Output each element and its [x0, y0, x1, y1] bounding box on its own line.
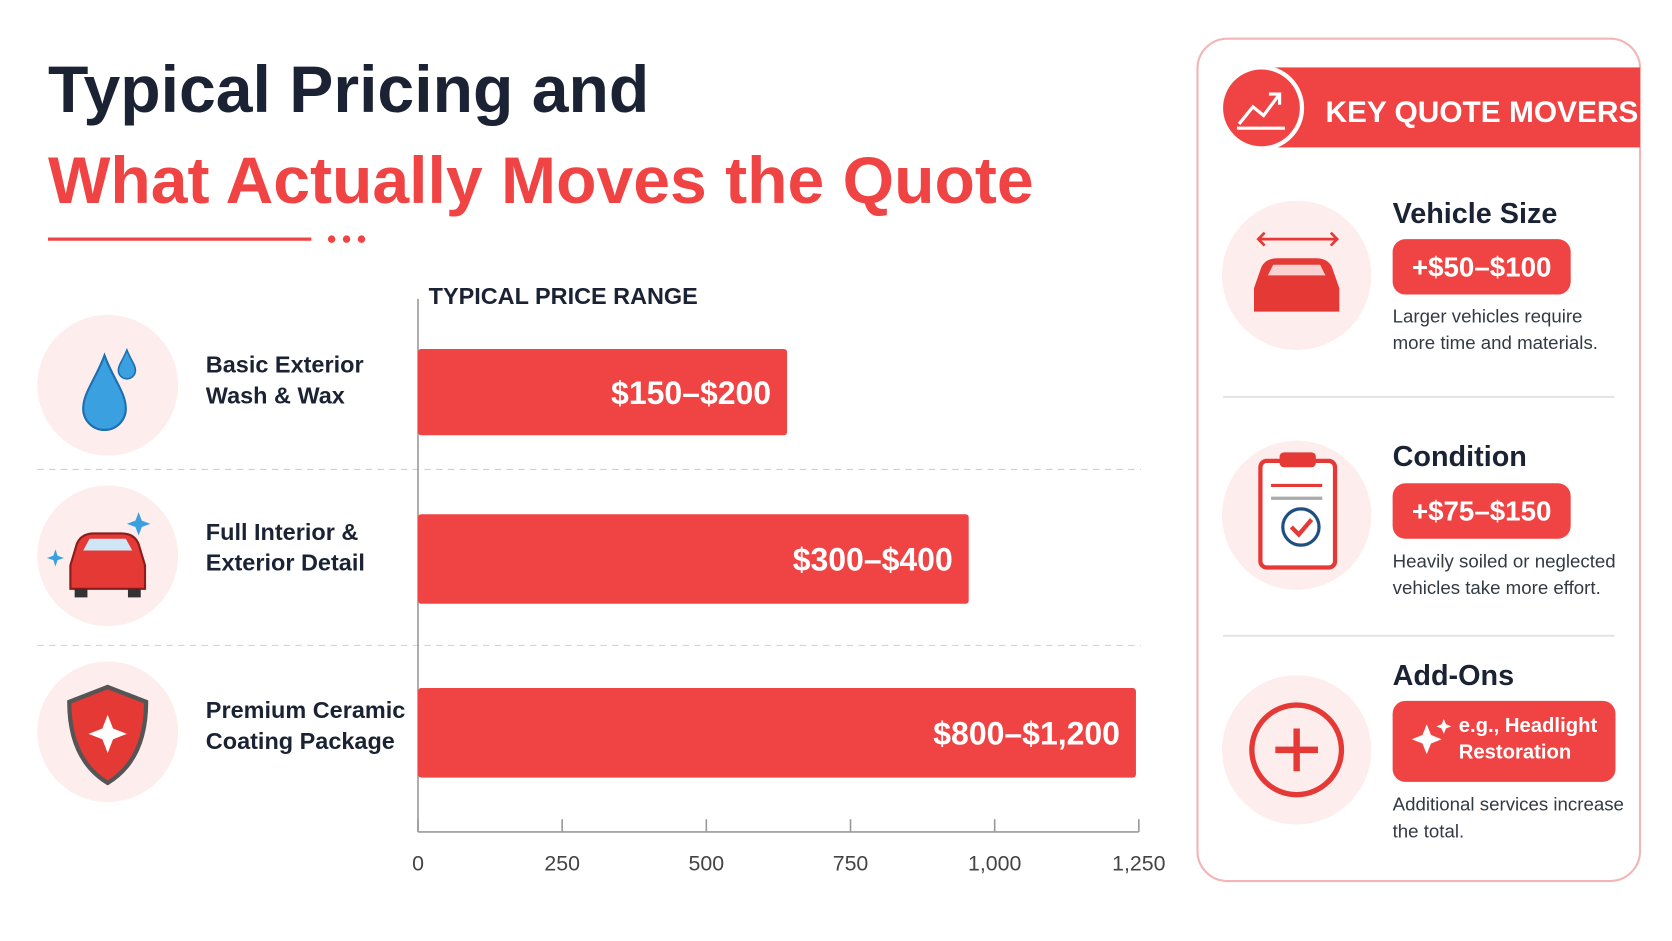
item-badge [1392, 239, 1571, 295]
item-badge-text: e.g., Headlight Restoration [1458, 714, 1598, 764]
category-label-box: Basic Exterior Wash & Wax [205, 351, 364, 409]
trend-icon-glyph [1236, 92, 1285, 130]
item-badge-text-box: e.g., Headlight Restoration [1458, 714, 1598, 764]
title-line: Typical Pricing and [48, 53, 649, 127]
plus-icon [1222, 675, 1372, 825]
item-title: Add-Ons [1393, 660, 1515, 692]
x-tick-label: 750 [833, 851, 869, 875]
clipboard-icon [1222, 440, 1372, 590]
water-icon [37, 314, 179, 456]
category-label-box: Full Interior & Exterior Detail [205, 518, 365, 576]
item-title: Vehicle Size [1393, 198, 1558, 230]
dot [327, 235, 336, 243]
x-tick-label: 500 [689, 851, 725, 875]
category-label: Full Interior & Exterior Detail [205, 518, 365, 576]
bar [418, 514, 969, 604]
item-description: Additional services increase the total. [1392, 793, 1624, 842]
item-description-box: Additional services increase the total. [1392, 793, 1624, 842]
item-title: Condition [1393, 441, 1527, 473]
trend-icon [1218, 65, 1305, 151]
bar [418, 688, 1136, 778]
sidebar-header [1268, 67, 1641, 148]
item-description: Heavily soiled or neglected vehicles tak… [1392, 550, 1616, 599]
sparkle-icon [1411, 718, 1452, 755]
sidebar-title: KEY QUOTE MOVERS [1325, 96, 1638, 129]
x-tick-label: 1,250 [1112, 851, 1165, 875]
dot [357, 235, 366, 243]
bar [418, 348, 788, 436]
x-tick-label: 250 [544, 851, 580, 875]
item-description-box: Larger vehicles require more time and ma… [1392, 305, 1598, 354]
x-tick-label: 0 [412, 851, 424, 875]
car-icon [37, 485, 179, 627]
item-badge [1392, 700, 1616, 782]
size-icon [1222, 200, 1372, 351]
title-line: What Actually Moves the Quote [48, 144, 1034, 218]
dot [342, 235, 351, 243]
item-description: Larger vehicles require more time and ma… [1392, 305, 1598, 354]
shield-icon [37, 661, 179, 803]
category-label: Basic Exterior Wash & Wax [205, 351, 364, 409]
category-label: Premium Ceramic Coating Package [205, 696, 406, 754]
category-label-box: Premium Ceramic Coating Package [205, 696, 406, 754]
price-label: $800–$1,200 [933, 716, 1120, 752]
item-badge-text: +$75–$150 [1412, 496, 1552, 527]
axis-title: TYPICAL PRICE RANGE [429, 283, 698, 309]
x-tick-label: 1,000 [968, 851, 1021, 875]
price-label: $150–$200 [611, 375, 771, 411]
price-label: $300–$400 [793, 542, 953, 578]
item-badge-text: +$50–$100 [1412, 251, 1552, 282]
item-badge [1392, 483, 1571, 539]
item-description-box: Heavily soiled or neglected vehicles tak… [1392, 550, 1616, 599]
